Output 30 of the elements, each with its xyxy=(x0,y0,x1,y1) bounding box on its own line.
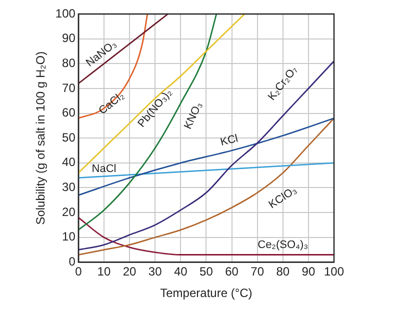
series-label: NaCl xyxy=(92,162,116,175)
y-tick-label: 40 xyxy=(62,155,76,170)
x-tick-label: 40 xyxy=(174,264,188,279)
x-tick-label: 60 xyxy=(225,264,239,279)
line-series xyxy=(78,13,218,231)
y-tick-label: 90 xyxy=(62,31,76,46)
y-tick-label: 20 xyxy=(62,204,76,219)
y-axis-title: Solubility (g of salt in 100 g H₂O) xyxy=(34,51,48,225)
x-tick-label: 20 xyxy=(122,264,137,279)
series-label: Ce₂(SO₄)₃ xyxy=(258,238,308,251)
x-tick-label: 100 xyxy=(324,264,344,279)
line-series xyxy=(78,13,169,84)
x-tick-label: 30 xyxy=(148,264,162,279)
y-tick-label: 10 xyxy=(62,230,76,244)
x-tick-label: 70 xyxy=(250,264,264,279)
x-tick-label: 80 xyxy=(276,264,290,279)
y-tick-label: 100 xyxy=(55,6,76,20)
line-series xyxy=(78,216,335,256)
text: KCl xyxy=(219,132,240,149)
y-tick-label: 60 xyxy=(62,106,76,120)
y-tick-label: 50 xyxy=(62,130,76,144)
x-tick-label: 90 xyxy=(302,264,316,279)
y-tick-label: 0 xyxy=(68,254,76,269)
x-axis-title: Temperature (°C) xyxy=(160,286,252,300)
x-tick-label: 50 xyxy=(200,264,214,279)
y-tick-label: 30 xyxy=(62,180,76,194)
y-tick-label: 70 xyxy=(62,80,76,95)
x-tick-label: 10 xyxy=(97,264,111,279)
y-tick-label: 80 xyxy=(62,56,76,70)
line-series xyxy=(78,13,246,174)
